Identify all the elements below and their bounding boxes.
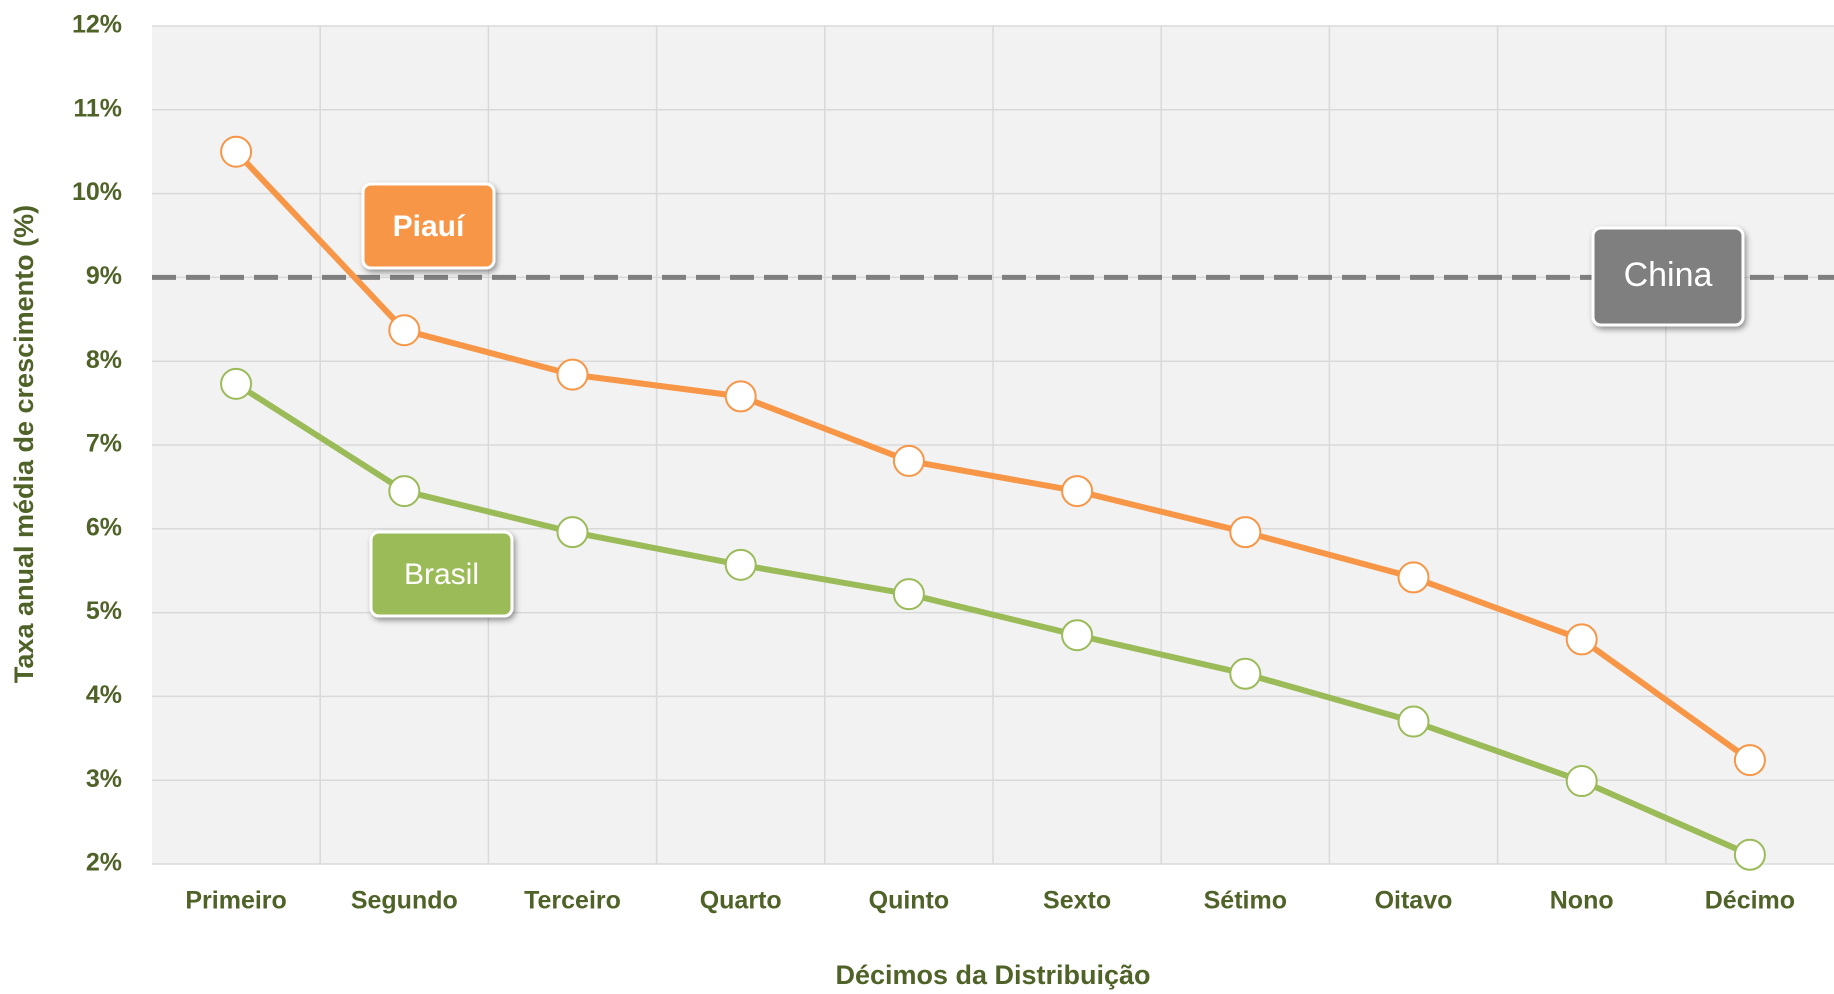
point <box>1229 657 1262 690</box>
x-tick-label: Quarto <box>700 887 782 915</box>
point <box>892 444 925 477</box>
x-tick-label: Sexto <box>1043 887 1111 915</box>
reference-label-text: China <box>1624 256 1713 294</box>
x-tick-label: Décimo <box>1705 887 1795 915</box>
series-label: Piauí <box>393 210 466 243</box>
series-label-box <box>369 530 514 618</box>
y-tick-label: 4% <box>86 681 122 709</box>
y-tick-label: 8% <box>86 346 122 374</box>
x-tick-label: Quinto <box>869 887 950 915</box>
y-tick-label: 11% <box>73 94 122 122</box>
series-label-box <box>361 182 496 270</box>
point <box>388 475 421 508</box>
x-tick-label: Segundo <box>351 887 458 915</box>
series-label: Brasil <box>404 558 479 591</box>
y-tick-label: 6% <box>86 513 122 541</box>
point <box>556 358 589 391</box>
point <box>1061 619 1094 652</box>
point <box>1061 475 1094 508</box>
series-line <box>233 149 1752 763</box>
point <box>1397 705 1430 738</box>
point <box>1733 744 1766 777</box>
x-tick-label: Terceiro <box>524 887 621 915</box>
point <box>724 548 757 581</box>
point <box>220 367 253 400</box>
point <box>1397 561 1430 594</box>
y-tick-label: 10% <box>72 178 122 206</box>
x-tick-label: Oitavo <box>1375 887 1453 915</box>
point <box>724 380 757 413</box>
point <box>1565 623 1598 656</box>
x-tick-label: Nono <box>1550 887 1614 915</box>
y-tick-label: 3% <box>86 765 122 793</box>
x-tick-label: Sétimo <box>1204 887 1287 915</box>
y-tick-label: 2% <box>86 849 122 877</box>
x-tick-label: Primeiro <box>185 887 286 915</box>
point <box>1565 765 1598 798</box>
y-tick-label: 7% <box>86 430 122 458</box>
y-tick-label: 12% <box>72 11 122 39</box>
y-axis-title: Taxa anual média de crescimento (%) <box>9 205 39 683</box>
point <box>892 578 925 611</box>
point <box>1733 838 1766 871</box>
series-line <box>234 381 1752 858</box>
point <box>556 516 589 549</box>
y-tick-label: 5% <box>86 597 122 625</box>
y-tick-label: 9% <box>86 262 122 290</box>
reference-label: China <box>1591 226 1745 327</box>
x-axis-title: Décimos da Distribuição <box>835 960 1150 990</box>
point <box>1229 516 1262 549</box>
label-box <box>1591 226 1745 327</box>
point <box>220 135 253 168</box>
point <box>388 314 421 347</box>
